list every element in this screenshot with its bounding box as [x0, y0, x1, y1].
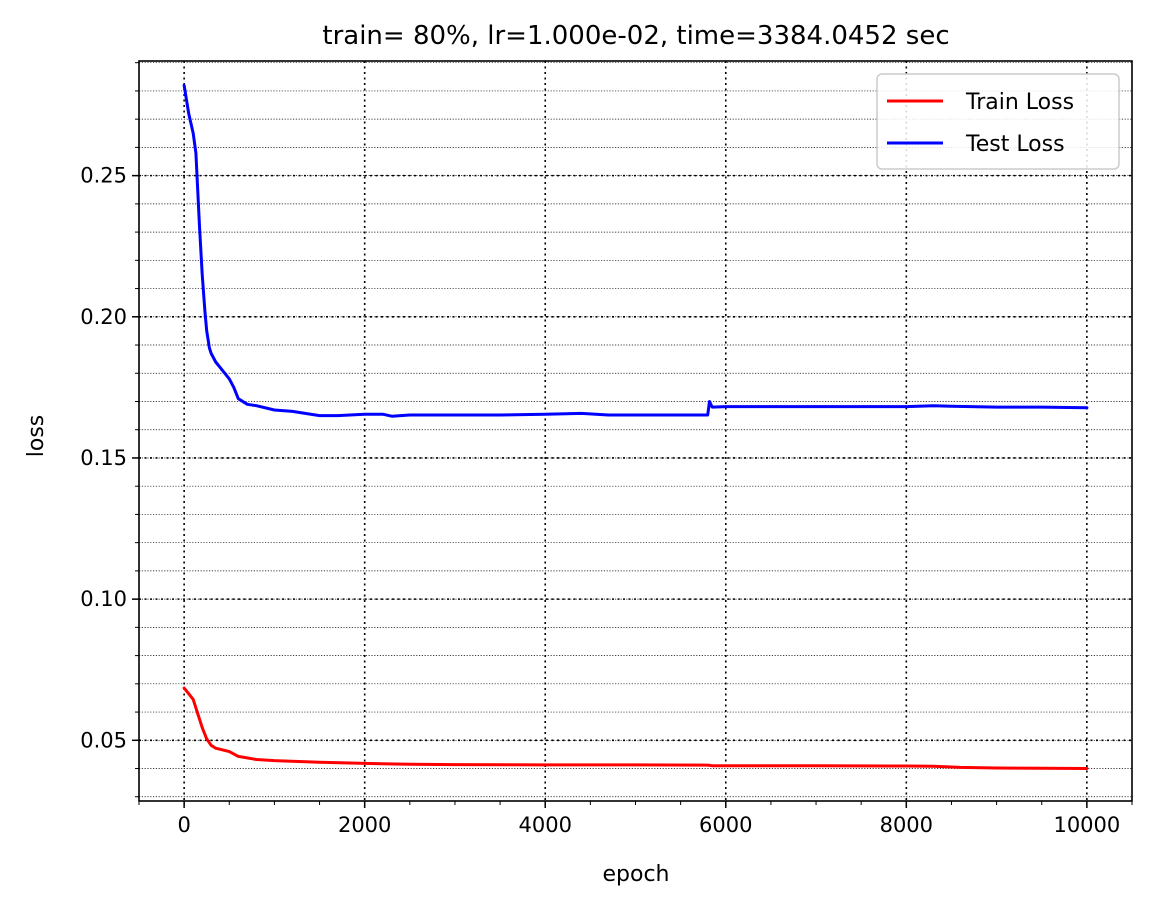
- y-tick-labels: 0.05 0.10 0.15 0.20 0.25: [80, 164, 127, 753]
- series-layer: [182, 83, 1089, 770]
- major-gridlines: [139, 61, 1132, 801]
- x-axis-label: epoch: [603, 862, 670, 887]
- x-tick-label: 2000: [338, 813, 391, 837]
- x-tick-label: 0: [177, 813, 190, 837]
- y-tick-label: 0.20: [80, 305, 127, 329]
- legend-label-train-loss: Train Loss: [965, 90, 1074, 115]
- test-loss-line: [182, 83, 1089, 418]
- minor-gridlines: [139, 62, 1132, 798]
- y-tick-label: 0.15: [80, 446, 127, 470]
- legend-label-test-loss: Test Loss: [965, 132, 1065, 157]
- legend: Train Loss Test Loss: [876, 73, 1120, 170]
- plot-frame: [138, 60, 1133, 802]
- x-tick-label: 10000: [1053, 813, 1120, 837]
- x-tick-labels: 0 2000 4000 6000 8000 10000: [177, 813, 1120, 837]
- y-tick-label: 0.25: [80, 164, 127, 188]
- legend-box: [876, 73, 1120, 170]
- chart-title: train= 80%, lr=1.000e-02, time=3384.0452…: [322, 21, 949, 51]
- y-tick-label: 0.10: [80, 587, 127, 611]
- x-tick-label: 6000: [699, 813, 752, 837]
- x-tick-label: 4000: [519, 813, 572, 837]
- train-loss-line: [182, 686, 1089, 770]
- x-tick-label: 8000: [880, 813, 933, 837]
- tick-marks: [132, 62, 1133, 808]
- y-axis-label: loss: [24, 415, 49, 458]
- y-tick-label: 0.05: [80, 728, 127, 752]
